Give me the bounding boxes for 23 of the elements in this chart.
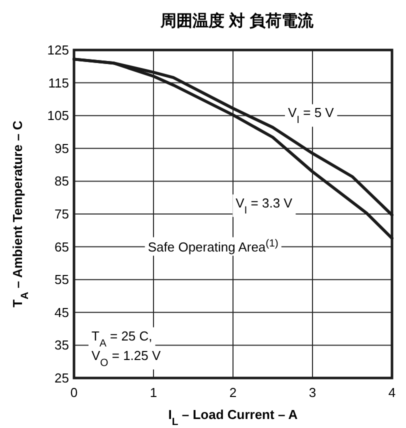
chart-title: 周囲温度 対 負荷電流 [160,11,314,30]
x-tick-label: 3 [308,385,316,400]
y-tick-label: 75 [54,206,69,222]
y-tick-label: 105 [47,108,69,124]
y-tick-label: 25 [54,370,69,386]
x-tick-label: 2 [229,385,237,400]
y-tick-label: 45 [54,304,69,320]
x-tick-label: 4 [388,385,396,400]
text: V$_{I}$ = 3.3 V [236,195,293,216]
x-axis-title: I$_{L}$ – Load Current – A [168,407,298,428]
x-tick-label: 0 [70,385,78,400]
annotation: V$_{O}$ = 1.25 V [91,348,161,368]
y-tick-label: 115 [48,75,69,90]
y-tick-label: 35 [54,338,69,353]
annotation: Safe Operating Area$^{(1)}$ [148,238,278,255]
y-tick-label: 85 [54,174,69,189]
y-tick-label: 95 [54,140,69,156]
y-tick-label: 65 [54,239,69,254]
y-tick-label: 125 [47,42,69,58]
annotation: T$_{A}$ = 25 C, [91,328,152,349]
y-tick-label: 55 [54,272,69,288]
x-tick-label: 1 [150,385,158,400]
series-label: V$_{I}$ = 5 V [288,105,334,126]
